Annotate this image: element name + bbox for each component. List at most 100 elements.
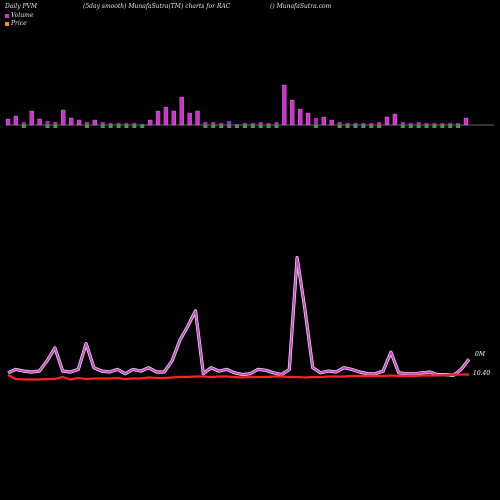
volume-bar — [266, 123, 271, 125]
volume-bar — [219, 123, 224, 125]
legend-price: Price — [5, 20, 27, 27]
down-bar-marker — [21, 125, 26, 128]
chart-title: (5day smooth) MunafaSutra(TM) charts for… — [83, 3, 231, 10]
volume-bar — [13, 115, 19, 126]
volume-end-label: 0M — [475, 351, 485, 358]
down-bar-marker — [313, 125, 318, 128]
volume-bar — [69, 117, 74, 126]
volume-bar — [116, 123, 121, 125]
down-bar-marker — [211, 125, 216, 128]
volume-bar — [416, 122, 421, 125]
down-bar-marker — [140, 125, 145, 128]
volume-bar — [53, 122, 58, 125]
volume-bar — [132, 123, 137, 125]
down-bar-marker — [408, 125, 413, 128]
down-bar-marker — [456, 125, 461, 128]
down-bar-marker — [84, 125, 89, 128]
volume-bar — [21, 122, 26, 125]
down-bar-marker — [242, 125, 247, 128]
down-bar-marker — [369, 125, 374, 128]
volume-bar — [274, 122, 279, 125]
volume-bar — [155, 110, 161, 126]
volume-bar — [187, 112, 192, 126]
lines-group — [7, 256, 471, 381]
price-end-label: 10.40 — [473, 370, 491, 377]
volume-bar — [92, 119, 98, 126]
down-bar-marker — [337, 125, 342, 128]
volume-bar — [250, 123, 255, 125]
site-credit: () MunafaSutra.com — [270, 3, 332, 10]
volume-bar — [195, 110, 200, 126]
down-bar-marker — [274, 125, 279, 128]
volume-bar — [242, 123, 247, 125]
volume-bar — [37, 118, 42, 126]
volume-bar — [329, 119, 334, 126]
down-bar-marker — [266, 125, 271, 128]
volume-bar — [235, 124, 239, 125]
volume-bar — [163, 106, 169, 126]
legend-volume-swatch — [5, 13, 9, 18]
down-bar-marker — [377, 125, 382, 128]
volume-bar — [171, 110, 176, 126]
volume-line-glow — [7, 256, 471, 377]
volume-bar — [227, 121, 232, 125]
volume-bar — [203, 122, 208, 125]
down-bar-marker — [400, 125, 405, 128]
price-line — [7, 373, 469, 381]
volume-line — [7, 256, 470, 377]
volume-bar — [179, 96, 184, 126]
volume-bar — [124, 123, 129, 125]
volume-bar — [456, 123, 461, 125]
volume-bar — [29, 110, 34, 126]
volume-bar — [84, 122, 89, 125]
chart-subtitle: Daily PVM — [5, 3, 38, 10]
volume-bar — [432, 123, 437, 125]
down-bar-marker — [448, 125, 453, 128]
down-bar-marker — [45, 125, 50, 128]
volume-bar — [345, 123, 350, 125]
legend-price-label: Price — [11, 20, 27, 27]
down-bar-marker — [424, 125, 429, 128]
volume-bar — [211, 122, 216, 125]
down-bar-marker — [219, 125, 224, 128]
down-bar-marker — [416, 125, 421, 128]
down-bar-marker — [227, 125, 232, 128]
down-bar-marker — [116, 125, 121, 128]
volume-bar — [5, 118, 11, 126]
down-bar-marker — [108, 125, 113, 128]
down-bar-marker — [235, 125, 239, 128]
volume-bar — [258, 122, 263, 125]
down-bar-marker — [124, 125, 129, 128]
down-bar-marker — [432, 125, 437, 128]
volume-bar — [400, 122, 405, 125]
volume-bar — [305, 112, 311, 126]
volume-bar — [282, 84, 287, 126]
down-bar-marker — [440, 125, 445, 128]
volume-bar — [369, 123, 374, 125]
down-bar-marker — [53, 125, 58, 128]
down-bar-marker — [132, 125, 137, 128]
down-bar-marker — [353, 125, 358, 128]
volume-bars — [5, 84, 469, 128]
volume-bar — [313, 118, 318, 125]
volume-bar — [384, 116, 390, 126]
down-bar-marker — [203, 125, 208, 128]
volume-bar — [290, 99, 295, 126]
volume-bar — [448, 123, 453, 125]
volume-bar — [108, 123, 113, 125]
down-bar-marker — [361, 125, 366, 128]
volume-bar — [147, 119, 153, 126]
volume-bar — [463, 117, 469, 126]
volume-bar — [361, 123, 366, 125]
legend-price-swatch — [5, 21, 9, 26]
legend-volume-label: Volume — [11, 12, 34, 19]
volume-bar — [337, 122, 342, 125]
volume-bar — [298, 108, 303, 126]
down-bar-marker — [345, 125, 350, 128]
down-bar-marker — [258, 125, 263, 128]
volume-bar — [377, 122, 382, 125]
volume-bar — [353, 123, 358, 125]
legend-volume: Volume — [5, 12, 33, 19]
